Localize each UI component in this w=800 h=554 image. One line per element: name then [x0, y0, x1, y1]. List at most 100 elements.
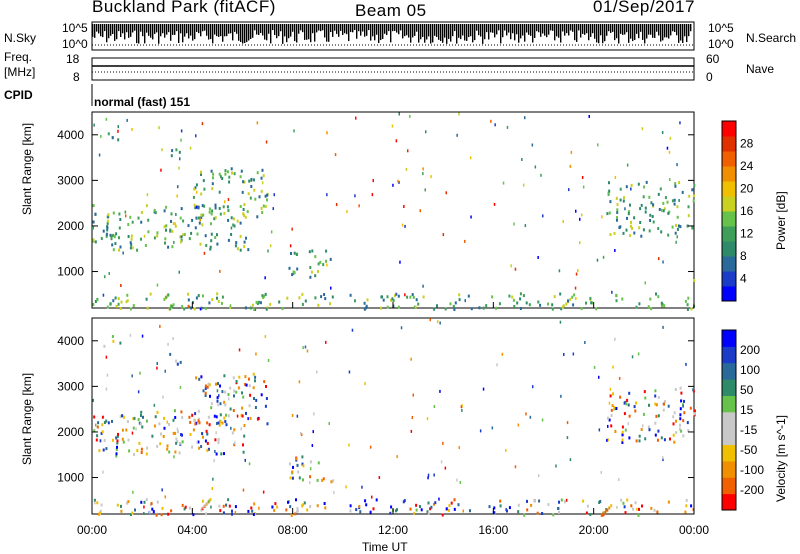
echo-cell — [429, 507, 432, 511]
echo-cell — [235, 380, 238, 383]
echo-cell — [608, 211, 611, 215]
echo-cell — [528, 303, 531, 307]
echo-cell — [627, 212, 630, 216]
echo-cell — [508, 294, 511, 298]
echo-cell — [246, 210, 249, 214]
echo-cell — [116, 441, 119, 445]
echo-cell — [593, 365, 596, 369]
echo-cell — [667, 404, 670, 408]
echo-cell — [130, 234, 133, 238]
echo-cell — [250, 177, 253, 181]
echo-cell — [218, 207, 221, 210]
noise-bar — [464, 24, 466, 41]
echo-cell — [687, 214, 690, 218]
echo-cell — [184, 505, 187, 509]
echo-cell — [403, 499, 406, 503]
echo-cell — [174, 450, 177, 454]
echo-cell — [438, 497, 440, 501]
echo-cell — [183, 507, 186, 511]
echo-cell — [610, 504, 613, 508]
echo-cell — [196, 232, 199, 236]
colorbar-tick-label: -100 — [740, 463, 764, 477]
echo-cell — [272, 207, 274, 211]
echo-cell — [407, 149, 409, 153]
echo-cell — [106, 221, 109, 225]
echo-cell — [230, 226, 233, 230]
echo-cell — [112, 339, 115, 343]
noise-bar — [122, 24, 124, 34]
echo-cell — [221, 295, 224, 299]
echo-cell — [630, 187, 632, 191]
y-tick-label: 4000 — [57, 128, 84, 142]
colorbar-tick-label: 200 — [740, 343, 760, 357]
echo-cell — [682, 404, 684, 408]
noise-bar — [474, 24, 476, 41]
echo-cell — [422, 167, 424, 171]
echo-cell — [214, 203, 217, 207]
echo-cell — [98, 511, 101, 515]
echo-cell — [634, 501, 637, 505]
echo-cell — [254, 375, 257, 379]
echo-cell — [609, 200, 612, 204]
echo-cell — [180, 207, 183, 211]
echo-cell — [261, 181, 264, 185]
echo-cell — [120, 509, 123, 513]
echo-cell — [488, 505, 491, 509]
echo-cell — [176, 427, 179, 431]
echo-cell — [395, 139, 398, 143]
echo-cell — [452, 304, 455, 308]
echo-cell — [614, 249, 616, 252]
echo-cell — [566, 421, 569, 425]
echo-cell — [426, 417, 429, 421]
colorbar-cell — [722, 136, 736, 152]
echo-cell — [293, 129, 295, 133]
noise-bar — [184, 24, 186, 37]
echo-cell — [615, 196, 618, 200]
echo-cell — [286, 296, 289, 300]
echo-cell — [219, 212, 222, 216]
echo-cell — [143, 234, 146, 238]
echo-cell — [115, 304, 118, 308]
echo-cell — [410, 357, 412, 361]
noise-bar — [480, 24, 482, 37]
echo-cell — [326, 193, 328, 197]
echo-cell — [211, 487, 213, 490]
noise-bar — [648, 24, 650, 35]
echo-cell — [560, 307, 563, 311]
echo-cell — [325, 249, 328, 253]
echo-cell — [643, 390, 646, 394]
echo-cell — [256, 171, 259, 175]
echo-cell — [621, 297, 624, 301]
noise-bar — [534, 24, 536, 38]
echo-cell — [614, 430, 617, 433]
echo-cell — [296, 267, 299, 271]
echo-cell — [195, 190, 198, 194]
echo-cell — [101, 430, 104, 434]
echo-cell — [129, 333, 132, 337]
echo-cell — [314, 296, 317, 300]
echo-cell — [160, 168, 162, 172]
echo-cell — [302, 503, 305, 507]
echo-cell — [301, 292, 304, 296]
echo-cell — [519, 307, 522, 310]
noise-bar — [640, 24, 642, 32]
echo-cell — [256, 417, 259, 421]
echo-cell — [257, 300, 260, 304]
echo-cell — [250, 185, 253, 188]
echo-cell — [168, 450, 171, 454]
x-tick-label: 08:00 — [278, 523, 308, 537]
noise-bar — [662, 24, 664, 41]
echo-cell — [625, 185, 628, 189]
echo-cell — [406, 295, 409, 299]
echo-cell — [295, 457, 298, 461]
echo-cell — [364, 382, 366, 386]
echo-cell — [369, 510, 372, 514]
echo-cell — [218, 504, 221, 508]
echo-cell — [415, 298, 418, 302]
echo-cell — [537, 300, 540, 304]
echo-cell — [562, 304, 565, 308]
noise-bar — [526, 24, 528, 33]
echo-cell — [187, 224, 190, 228]
echo-cell — [508, 506, 511, 510]
